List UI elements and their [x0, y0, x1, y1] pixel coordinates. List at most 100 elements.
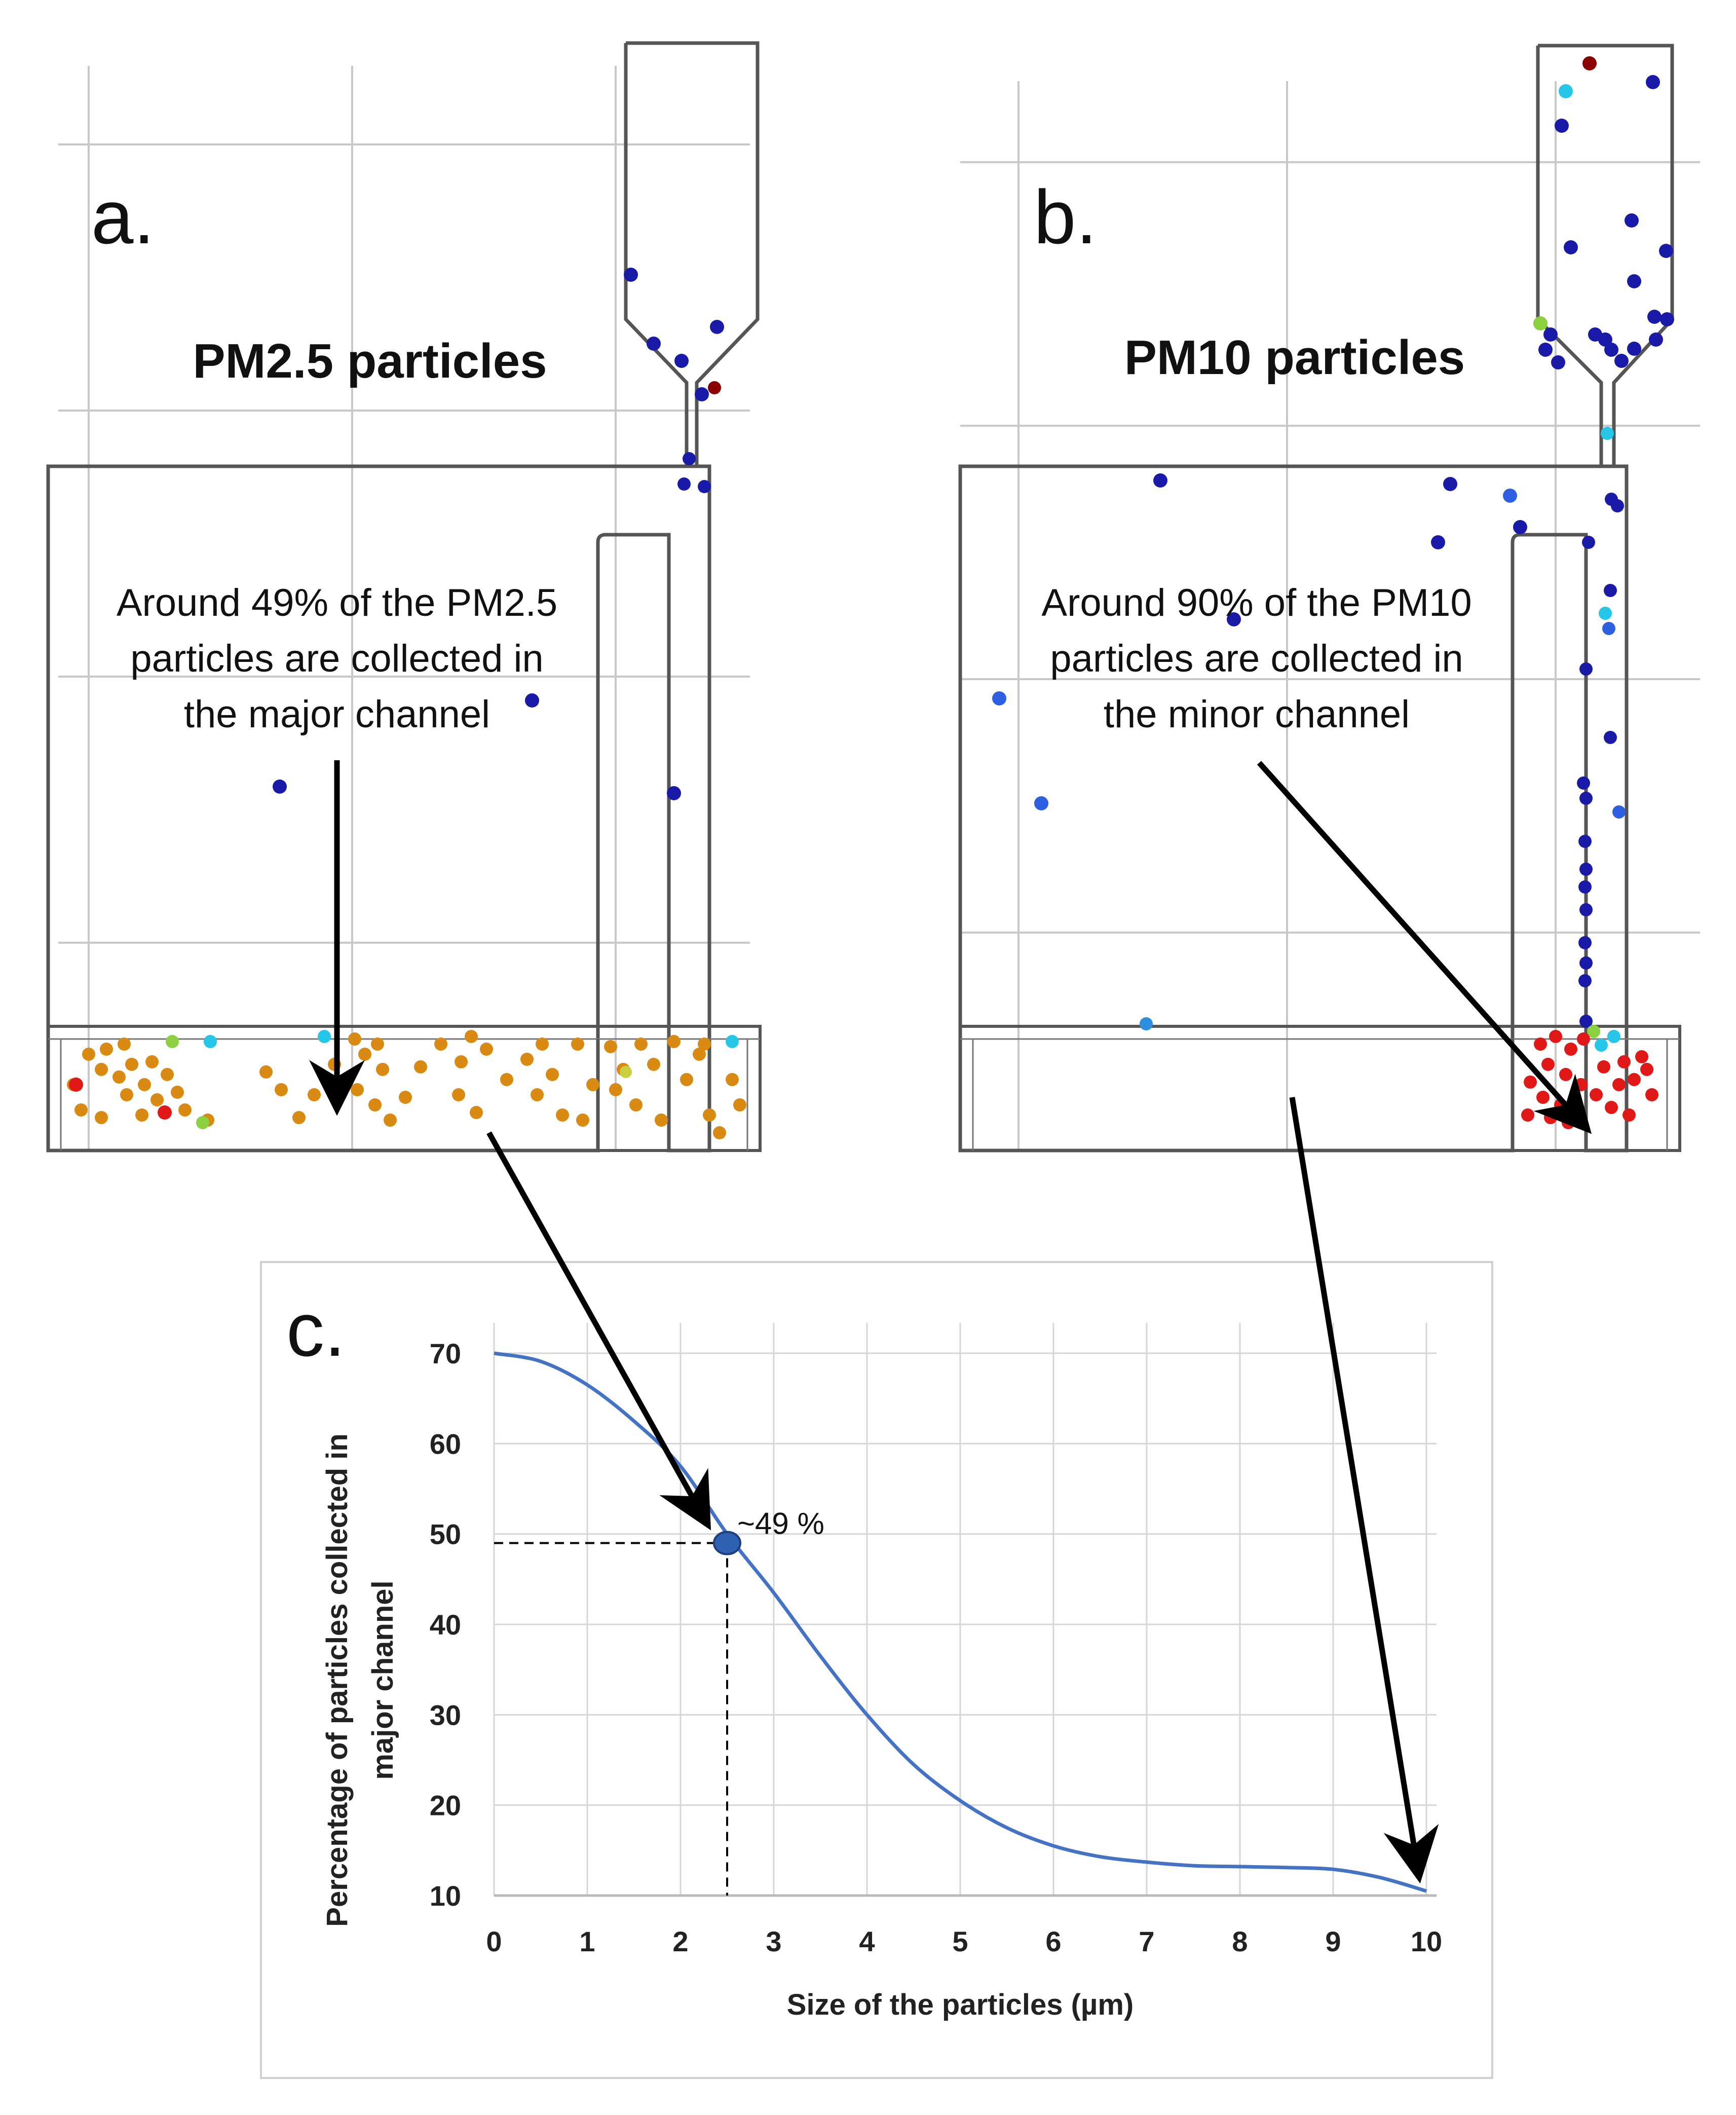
- particle: [624, 268, 638, 282]
- particle: [677, 477, 691, 491]
- particle: [1612, 805, 1626, 819]
- particle: [318, 1030, 331, 1043]
- particle: [1659, 244, 1673, 258]
- particle: [1587, 1025, 1600, 1038]
- y-tick-label: 60: [430, 1428, 461, 1460]
- particle: [1646, 75, 1660, 89]
- panel-a-title: PM2.5 particles: [193, 334, 547, 388]
- highlight-label: ~49 %: [737, 1507, 824, 1541]
- particle: [1579, 792, 1593, 805]
- particle: [1034, 796, 1048, 810]
- particle: [166, 1035, 179, 1048]
- particle: [1595, 1038, 1608, 1052]
- particle: [1625, 213, 1639, 228]
- y-tick-label: 70: [430, 1338, 461, 1369]
- particle: [620, 1066, 632, 1078]
- particle: [992, 691, 1006, 706]
- particle: [1227, 612, 1241, 626]
- x-tick-label: 4: [859, 1925, 875, 1957]
- panel-c: c. 0 1 2 3 4 5 6 7 8 9 10 10 20 30 40 50 60 70 ~49 % Size…: [260, 1261, 1493, 2079]
- particle: [1577, 776, 1590, 790]
- particle: [1579, 903, 1593, 916]
- particle: [698, 480, 711, 493]
- y-tick-label: 40: [430, 1609, 461, 1641]
- connector-arrow-b-to-chart: [1289, 1097, 1439, 1884]
- particle: [1140, 1017, 1153, 1030]
- particle: [1611, 499, 1624, 512]
- x-tick-label: 2: [672, 1925, 688, 1957]
- particle: [1607, 1030, 1620, 1043]
- particle: [1564, 240, 1578, 254]
- y-axis-title-line-1: Percentage of particles collected in: [321, 1433, 354, 1926]
- panel-a-letter: a.: [91, 174, 155, 259]
- particle: [1627, 274, 1641, 288]
- particle: [1579, 1015, 1593, 1028]
- particle: [1538, 343, 1553, 357]
- particle: [1578, 936, 1592, 949]
- particle: [1627, 342, 1641, 356]
- particle: [1551, 355, 1565, 369]
- particle: [1660, 312, 1674, 326]
- particle: [1579, 662, 1593, 676]
- x-tick-label: 3: [766, 1925, 781, 1957]
- panel-b-annotation-line-3: the minor channel: [1104, 693, 1410, 736]
- x-tick-label: 8: [1232, 1925, 1248, 1957]
- y-axis-title-line-2: major channel: [366, 1580, 399, 1779]
- series-line: [494, 1351, 1427, 1893]
- particle: [69, 1078, 83, 1092]
- panel-a-grid: [58, 66, 750, 1151]
- panel-a-annotation-line-3: the major channel: [184, 693, 490, 736]
- y-tick-label: 20: [430, 1790, 461, 1822]
- x-tick-label: 1: [579, 1925, 595, 1957]
- panel-b: b. PM10 particles Around 90% of the PM10…: [958, 44, 1700, 1153]
- particle: [1599, 607, 1612, 620]
- particle: [667, 786, 681, 800]
- particle: [647, 337, 661, 351]
- particle: [695, 387, 709, 401]
- panel-b-annotation-line-1: Around 90% of the PM10: [1041, 581, 1471, 624]
- particle: [1582, 536, 1595, 549]
- y-tick-label: 10: [430, 1880, 461, 1912]
- panel-a-annotation-line-1: Around 49% of the PM2.5: [117, 581, 557, 624]
- particle: [1543, 327, 1558, 342]
- panel-b-title: PM10 particles: [1124, 330, 1465, 385]
- panel-b-grid: [960, 81, 1700, 1151]
- x-tick-label: 7: [1139, 1925, 1154, 1957]
- particle: [674, 354, 689, 368]
- particle: [1533, 316, 1548, 330]
- x-tick-label: 5: [952, 1925, 968, 1957]
- panel-a-particles: [67, 268, 746, 1139]
- particle: [1647, 310, 1662, 324]
- particle: [1503, 489, 1517, 503]
- particle: [708, 381, 721, 394]
- particle: [1443, 477, 1457, 491]
- panel-a: a. PM2.5 particles Around 49% of the PM2…: [46, 41, 762, 1153]
- particle: [1604, 731, 1617, 744]
- particle: [1649, 332, 1663, 347]
- chart-letter: c.: [286, 1287, 346, 1372]
- particle: [1578, 974, 1592, 987]
- panel-b-annotation-line-2: particles are collected in: [1050, 637, 1463, 680]
- x-tick-label: 6: [1045, 1925, 1061, 1957]
- particle: [1559, 84, 1573, 98]
- chart-frame: [260, 1261, 1493, 2079]
- particle: [1602, 622, 1615, 635]
- y-tick-label: 30: [430, 1699, 461, 1731]
- panel-b-annotation-arrow: [1257, 761, 1592, 1134]
- particle: [1578, 835, 1592, 848]
- particle: [158, 1105, 172, 1120]
- particle: [1601, 427, 1614, 440]
- particle: [525, 693, 539, 708]
- particle: [710, 320, 724, 334]
- particle: [273, 780, 287, 794]
- particle: [683, 452, 696, 465]
- particle: [1582, 56, 1597, 70]
- highlight-point: [713, 1531, 741, 1555]
- particle: [196, 1116, 209, 1129]
- x-tick-label: 0: [486, 1925, 502, 1957]
- particle: [1614, 354, 1629, 368]
- connector-arrow-a-to-chart: [486, 1131, 711, 1531]
- particle: [1579, 956, 1593, 970]
- x-tick-label: 10: [1411, 1925, 1442, 1957]
